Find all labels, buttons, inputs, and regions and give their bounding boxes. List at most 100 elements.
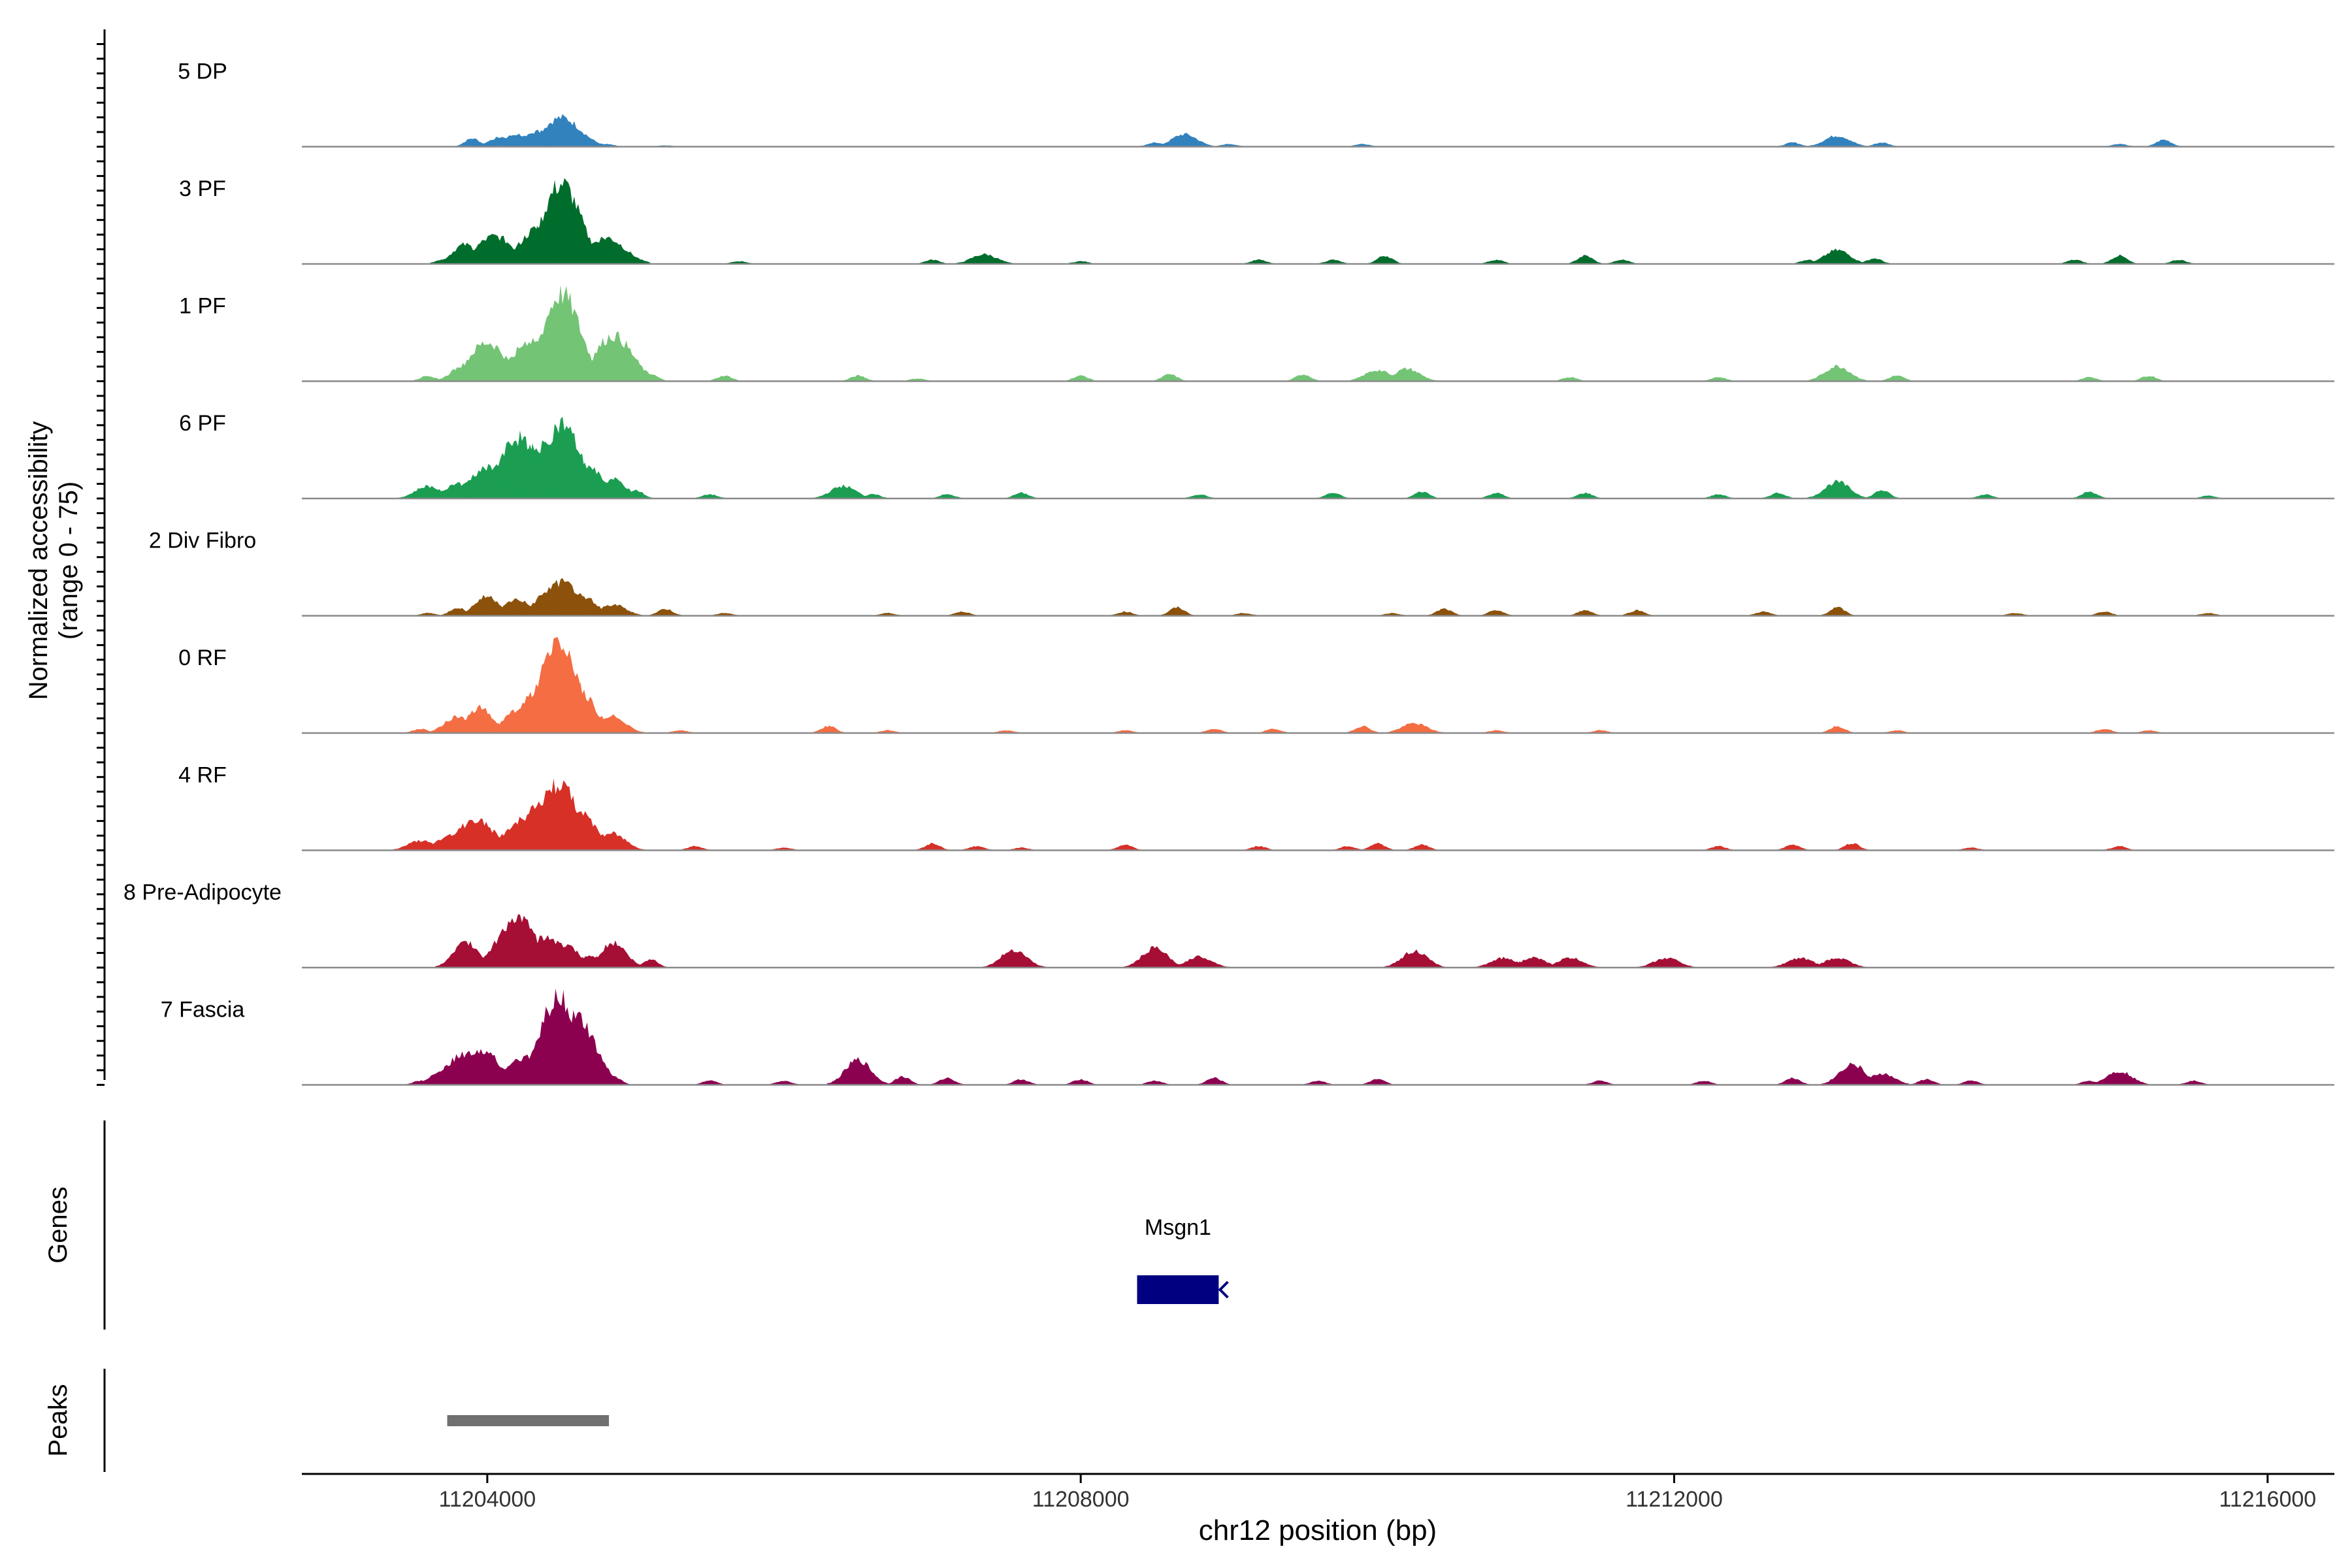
- coverage-peak: [2174, 1080, 2212, 1085]
- coverage-peak: [1833, 843, 1871, 851]
- coverage-peak: [1168, 955, 1231, 968]
- peak-region: [447, 1415, 610, 1426]
- coverage-peak: [1806, 480, 1869, 498]
- gene-strand-arrow: [1218, 1281, 1229, 1299]
- peaks-panel-label: Peaks: [44, 1384, 73, 1456]
- gene-body: [1137, 1275, 1219, 1304]
- coverage-peak: [1153, 133, 1217, 147]
- coverage-peak: [1566, 492, 1604, 498]
- coverage-peak: [1539, 957, 1602, 968]
- coverage-peak: [854, 494, 892, 498]
- coverage-peak: [2100, 254, 2138, 264]
- track-8-pre-adipocyte: 8 Pre-Adipocyte: [123, 880, 2334, 969]
- coverage-peak: [1635, 957, 1699, 968]
- coverage-peak: [515, 284, 606, 382]
- coverage-peak: [1195, 728, 1233, 733]
- y-axis-title-line2: (range 0 - 75): [54, 482, 83, 640]
- coverage-peak: [1501, 956, 1565, 968]
- track-3-pf: 3 PF: [179, 176, 2334, 265]
- coverage-peak: [928, 494, 966, 498]
- coverage-peak: [1403, 491, 1441, 498]
- coverage-peak: [530, 803, 621, 851]
- coverage-peak: [809, 725, 847, 733]
- coverage-peak: [1774, 844, 1812, 851]
- coverage-peak: [811, 484, 875, 498]
- gene-label: Msgn1: [1145, 1215, 1211, 1240]
- coverage-peak: [2130, 376, 2168, 382]
- coverage-peak: [1878, 375, 1916, 382]
- coverage-peak: [1002, 1079, 1040, 1085]
- coverage-peak: [1774, 142, 1812, 147]
- coverage-peak: [1314, 259, 1352, 264]
- coverage-peak: [691, 494, 728, 498]
- track-label: 4 RF: [178, 762, 227, 787]
- coverage-peak: [1806, 248, 1869, 264]
- coverage-peak: [631, 959, 669, 968]
- coverage-peak: [913, 259, 951, 264]
- x-axis-ticks: 11204000 11208000 11212000 11216000: [438, 1474, 2316, 1512]
- coverage-peak: [1358, 842, 1396, 851]
- coverage-peak: [1818, 606, 1856, 616]
- x-axis-title: chr12 position (bp): [1199, 1514, 1437, 1546]
- coverage-peak: [2070, 491, 2108, 498]
- coverage-peak: [646, 609, 684, 616]
- track-label: 8 Pre-Adipocyte: [123, 880, 282, 905]
- coverage-peak: [691, 1080, 728, 1085]
- coverage-peak: [515, 178, 606, 264]
- coverage-peak: [1566, 610, 1604, 616]
- coverage-peak: [928, 1077, 966, 1085]
- coverage-y-ticks: [97, 42, 105, 1086]
- coverage-peak: [581, 940, 645, 968]
- track-7-fascia: 7 Fascia: [161, 988, 2334, 1086]
- coverage-peak: [530, 1010, 621, 1085]
- coverage-peak: [1699, 494, 1737, 498]
- coverage-peak: [617, 489, 655, 498]
- coverage-peak: [1699, 845, 1737, 851]
- coverage-peak: [943, 611, 981, 616]
- coverage-peak: [706, 375, 743, 382]
- coverage-peak: [1284, 374, 1322, 382]
- coverage-peak: [1863, 490, 1901, 498]
- track-label: 7 Fascia: [161, 997, 245, 1022]
- coverage-peak: [1477, 259, 1515, 264]
- coverage-peak: [1062, 375, 1100, 382]
- coverage-peak: [1774, 1077, 1812, 1085]
- coverage-peak: [581, 831, 645, 851]
- coverage-peak: [1383, 723, 1446, 733]
- coverage-peak: [1135, 1080, 1173, 1085]
- track-5-dp: 5 DP: [178, 59, 2334, 148]
- coverage-peak: [595, 1076, 632, 1085]
- coverage-peak: [2100, 845, 2138, 851]
- coverage-peak: [913, 842, 951, 851]
- coverage-peak: [1806, 365, 1869, 382]
- coverage-peak: [1566, 255, 1604, 264]
- coverage-peak: [1329, 846, 1367, 851]
- coverage-peak: [1618, 610, 1656, 616]
- coverage-peak: [1254, 728, 1292, 733]
- coverage-peak: [1314, 493, 1352, 498]
- track-2-div-fibro: 2 Div Fibro: [149, 528, 2334, 617]
- gene-annotations: Msgn1: [1137, 1215, 1229, 1304]
- coverage-peak: [1002, 492, 1040, 498]
- coverage-peak: [1365, 256, 1403, 264]
- coverage-peak: [826, 1057, 890, 1085]
- coverage-peak: [1403, 844, 1441, 851]
- coverage-peak: [2085, 729, 2123, 733]
- coverage-peak: [1806, 958, 1869, 968]
- coverage-peak: [1863, 142, 1901, 147]
- coverage-peak: [1581, 1080, 1619, 1085]
- coverage-peak: [1106, 611, 1144, 616]
- coverage-tracks: 5 DP 3 PF 1 PF 6 PF 2 Div Fibro 0 RF 4 RF 8 Pre…: [123, 59, 2334, 1086]
- coverage-peak: [1806, 135, 1869, 147]
- coverage-peak: [1123, 946, 1186, 968]
- track-label: 5 DP: [178, 59, 227, 84]
- coverage-peak: [567, 331, 658, 382]
- track-label: 3 PF: [179, 176, 226, 201]
- coverage-peak: [676, 845, 713, 851]
- coverage-peak: [2085, 612, 2123, 616]
- peak-regions: [447, 1415, 610, 1426]
- coverage-peak: [2145, 139, 2183, 147]
- coverage-peak: [1952, 1080, 1989, 1085]
- coverage-peak: [1195, 1077, 1233, 1085]
